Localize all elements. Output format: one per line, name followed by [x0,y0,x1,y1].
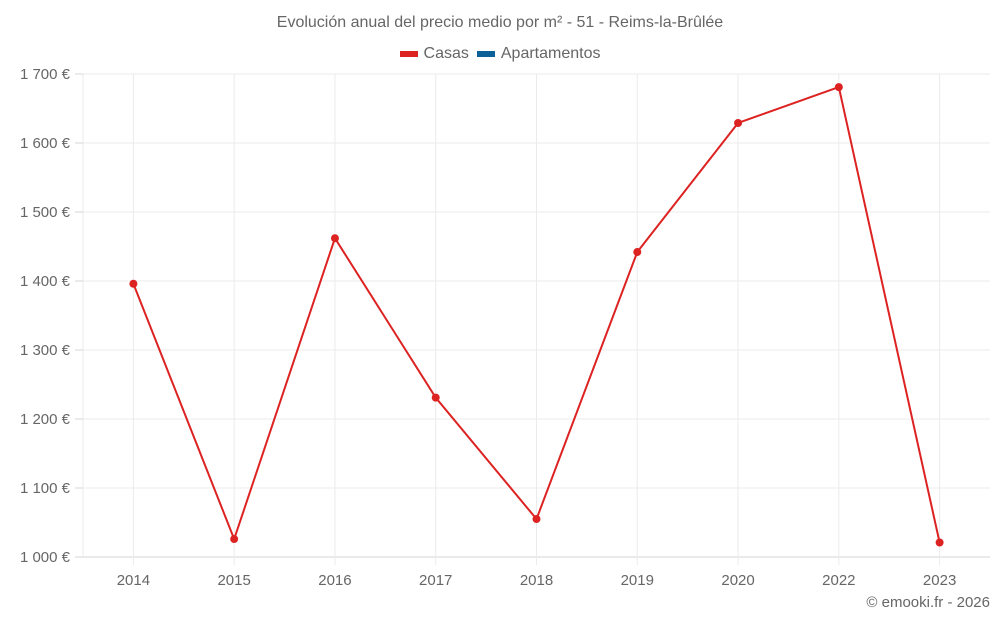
data-point-marker[interactable] [330,234,339,243]
x-tick-label: 2023 [923,572,956,589]
y-tick-label: 1 700 € [20,66,71,83]
x-tick-label: 2020 [721,572,754,589]
x-tick-label: 2018 [520,572,553,589]
data-point-marker[interactable] [834,83,843,92]
legend-swatch-apartamentos [476,51,495,57]
legend-swatch-casas [399,51,418,57]
x-tick-label: 2014 [117,572,150,589]
data-point-marker[interactable] [230,535,239,544]
x-axis: 2014 2015 2016 2017 2018 2019 2020 2022 2023 [117,572,957,589]
y-tick-label: 1 300 € [20,342,71,359]
legend-item-apartamentos[interactable]: Apartamentos [476,45,601,63]
grid-lines [82,73,990,565]
x-tick-label: 2016 [318,572,351,589]
data-point-marker[interactable] [734,118,743,127]
chart-legend: Casas Apartamentos [0,45,1000,63]
y-tick-label: 1 400 € [20,273,71,290]
chart-title: Evolución anual del precio medio por m² … [276,14,724,31]
x-tick-label: 2022 [822,572,855,589]
y-tick-label: 1 500 € [20,204,71,221]
y-tick-label: 1 600 € [20,135,71,152]
data-point-marker[interactable] [431,393,440,402]
y-tick-label: 1 000 € [20,549,71,566]
legend-item-casas[interactable]: Casas [399,45,469,63]
legend-label-casas: Casas [423,45,469,62]
x-tick-label: 2019 [621,572,654,589]
x-tick-label: 2015 [217,572,250,589]
data-point-marker[interactable] [935,538,944,547]
series-casas [129,83,944,547]
x-tick-label: 2017 [419,572,452,589]
data-point-marker[interactable] [633,248,642,257]
y-tick-label: 1 100 € [20,480,71,497]
legend-label-apartamentos: Apartamentos [500,45,601,62]
data-point-marker[interactable] [129,279,138,288]
data-point-marker[interactable] [532,515,541,524]
y-tick-label: 1 200 € [20,411,71,428]
y-axis: 1 000 € 1 100 € 1 200 € 1 300 € 1 400 € 1 500… [20,66,83,566]
credit-text: © emooki.fr - 2026 [866,594,990,611]
